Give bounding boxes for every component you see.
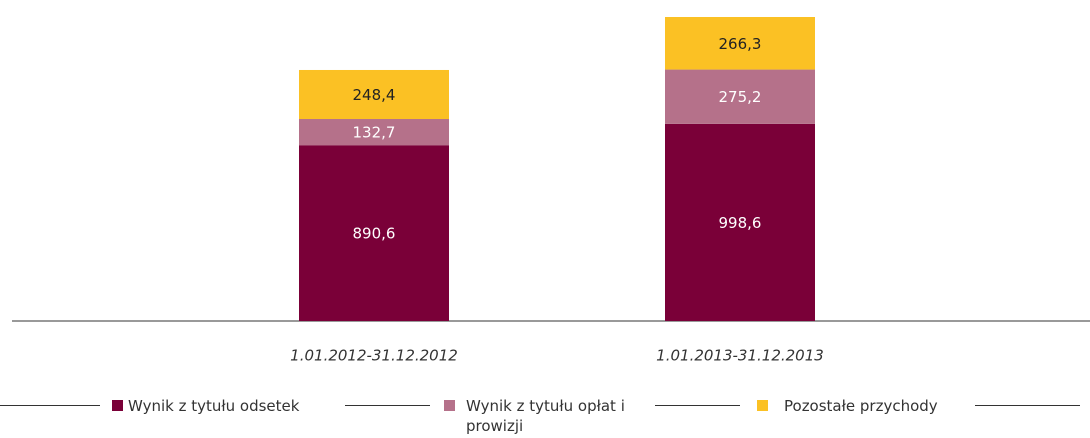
legend-rule [0, 405, 100, 406]
data-label: 998,6 [719, 214, 762, 232]
legend-label: Wynik z tytułu opłat i prowizji [466, 397, 625, 435]
legend-rule [975, 405, 1080, 406]
legend-swatch [112, 400, 123, 411]
legend-rule [655, 405, 740, 406]
data-label: 132,7 [353, 124, 396, 142]
bar-segment [299, 145, 449, 321]
data-label: 248,4 [353, 86, 396, 104]
x-tick-label: 1.01.2013-31.12.2013 [656, 347, 824, 365]
bar-segment [665, 69, 815, 124]
legend-label: Wynik z tytułu odsetek [128, 397, 300, 415]
legend-label: Pozostałe przychody [784, 397, 938, 415]
data-label: 275,2 [719, 88, 762, 106]
bar-segment [665, 17, 815, 70]
data-label: 890,6 [353, 225, 396, 243]
legend-rule [345, 405, 430, 406]
x-tick-label: 1.01.2012-31.12.2012 [290, 347, 458, 365]
bar-segment [665, 123, 815, 321]
bar-segment [299, 119, 449, 146]
bar-segment [299, 69, 449, 120]
legend-swatch [444, 400, 455, 411]
legend-swatch [757, 400, 768, 411]
data-label: 266,3 [719, 35, 762, 53]
